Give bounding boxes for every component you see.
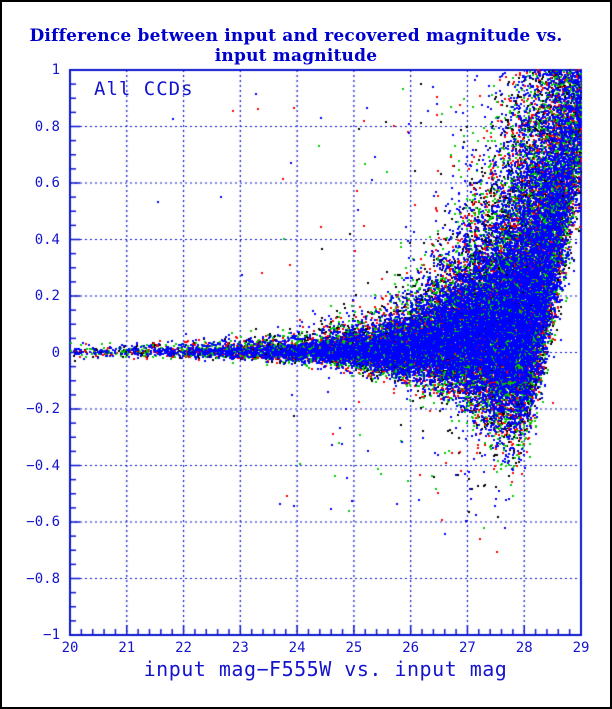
x-tick-label: 21	[118, 640, 136, 656]
x-tick-label: 29	[572, 640, 590, 656]
y-tick-label: −0.6	[26, 514, 60, 530]
x-axis-title: input mag−F555W vs. input mag	[143, 657, 508, 681]
y-tick-label: 0.8	[34, 118, 60, 135]
y-tick-label: −0.8	[26, 570, 60, 587]
x-tick-label: 26	[402, 640, 420, 656]
x-tick-label: 27	[459, 640, 476, 656]
x-tick-label: 25	[345, 640, 363, 656]
y-tick-label: 1	[51, 62, 60, 78]
x-tick-label: 28	[515, 640, 533, 656]
y-tick-label: −1	[43, 627, 60, 643]
y-tick-label: 0	[51, 344, 60, 361]
y-tick-label: −0.2	[26, 401, 60, 417]
x-tick-label: 22	[175, 640, 192, 656]
y-tick-label: −0.4	[26, 457, 60, 474]
y-tick-label: 0.4	[34, 231, 60, 248]
x-tick-label: 20	[61, 640, 79, 656]
x-tick-label: 24	[288, 640, 306, 656]
chart-title: Difference between input and recovered m…	[29, 26, 563, 66]
all-ccds-annotation: All CCDs	[94, 78, 194, 100]
x-tick-label: 23	[231, 640, 249, 656]
y-tick-label: 0.2	[34, 288, 60, 304]
y-tick-label: 0.6	[34, 175, 60, 191]
